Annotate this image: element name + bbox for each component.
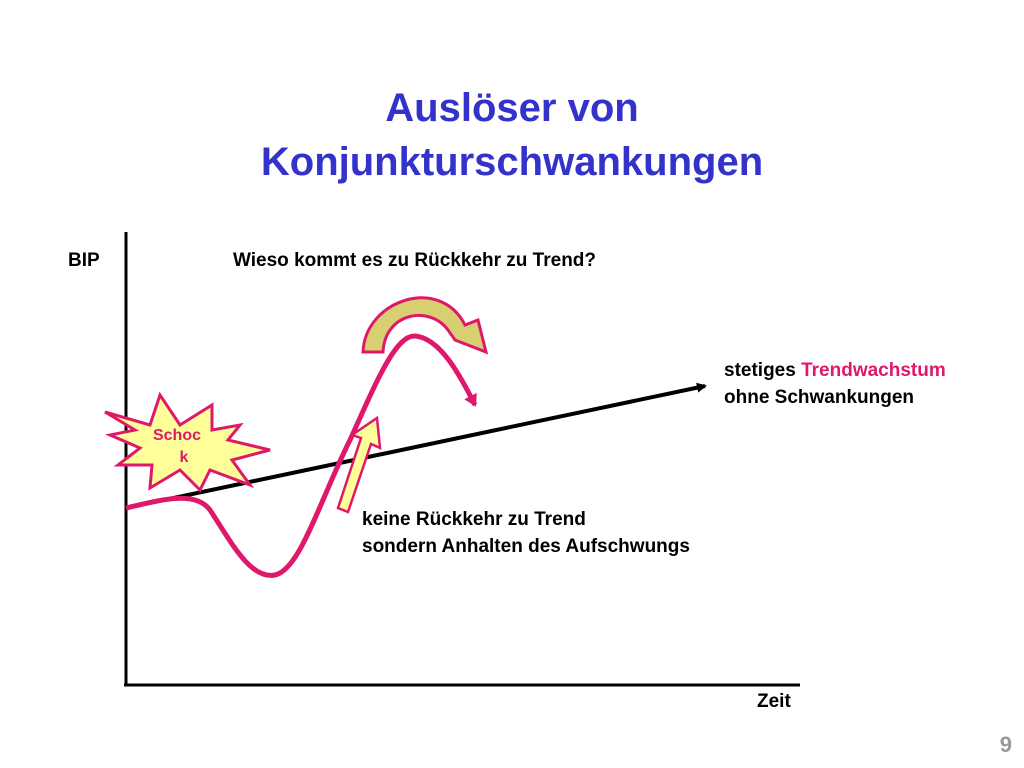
title-line: Auslöser von (385, 86, 638, 130)
title-line: Konjunkturschwankungen (261, 140, 763, 184)
upward-arrow (336, 415, 382, 514)
trend-label: stetiges Trendwachstum (724, 360, 946, 381)
curved-arrow (361, 296, 489, 355)
shock-label: Schoc (153, 427, 201, 444)
no-return-label: keine Rückkehr zu Trend (362, 509, 586, 530)
shock-burst (104, 391, 271, 493)
x-axis-label: Zeit (757, 691, 791, 712)
question: Wieso kommt es zu Rückkehr zu Trend? (233, 250, 596, 271)
page-number: 9 (1000, 732, 1012, 757)
trend-label: ohne Schwankungen (724, 387, 914, 408)
shock-label: k (180, 449, 189, 466)
trend-line (125, 382, 707, 510)
no-return-label: sondern Anhalten des Aufschwungs (362, 536, 690, 557)
trend-label-text: stetiges (724, 360, 801, 381)
gdp-curve (125, 333, 478, 578)
y-axis-label: BIP (68, 250, 100, 271)
trend-label-highlight: Trendwachstum (801, 360, 946, 381)
